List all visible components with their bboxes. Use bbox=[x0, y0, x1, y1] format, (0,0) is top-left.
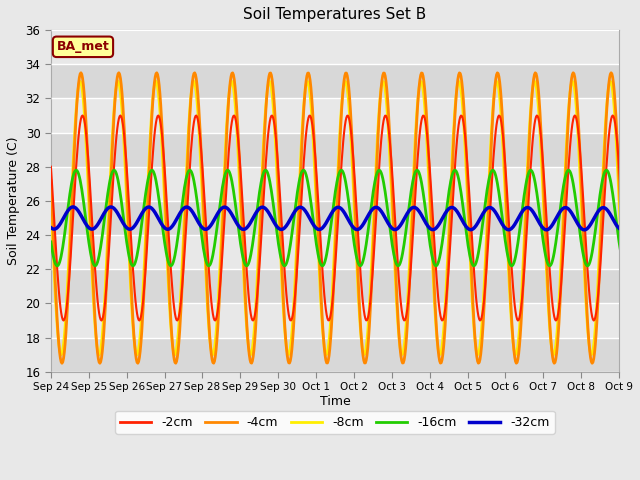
Bar bbox=[51, 303, 619, 337]
-4cm bbox=[418, 70, 426, 76]
-8cm bbox=[119, 120, 127, 126]
-4cm bbox=[58, 360, 66, 366]
-2cm bbox=[230, 113, 238, 119]
Bar bbox=[51, 98, 619, 132]
-16cm bbox=[418, 180, 426, 185]
-16cm bbox=[284, 258, 291, 264]
-32cm bbox=[284, 222, 291, 228]
-16cm bbox=[230, 193, 238, 199]
Bar bbox=[51, 30, 619, 64]
-8cm bbox=[47, 197, 55, 203]
Bar bbox=[51, 64, 619, 98]
Line: -4cm: -4cm bbox=[51, 73, 640, 363]
Line: -8cm: -8cm bbox=[51, 81, 640, 355]
-2cm bbox=[284, 300, 291, 305]
-4cm bbox=[260, 137, 268, 143]
-8cm bbox=[260, 127, 268, 133]
Line: -32cm: -32cm bbox=[51, 207, 640, 230]
-16cm bbox=[452, 168, 460, 173]
-8cm bbox=[452, 100, 460, 106]
-4cm bbox=[47, 178, 55, 183]
-32cm bbox=[119, 220, 127, 226]
-4cm bbox=[284, 352, 291, 358]
Bar bbox=[51, 132, 619, 167]
-8cm bbox=[58, 352, 65, 358]
Bar bbox=[51, 337, 619, 372]
-8cm bbox=[284, 349, 291, 355]
-4cm bbox=[230, 76, 238, 82]
-32cm bbox=[618, 227, 626, 233]
Bar bbox=[51, 269, 619, 303]
-16cm bbox=[260, 168, 268, 174]
-8cm bbox=[230, 91, 238, 97]
-32cm bbox=[69, 204, 77, 210]
-16cm bbox=[47, 239, 55, 245]
-2cm bbox=[418, 118, 426, 123]
Bar bbox=[51, 235, 619, 269]
Line: -16cm: -16cm bbox=[51, 170, 640, 266]
-32cm bbox=[230, 216, 238, 222]
-32cm bbox=[47, 225, 55, 230]
-4cm bbox=[119, 101, 127, 107]
-2cm bbox=[119, 121, 127, 127]
Line: -2cm: -2cm bbox=[51, 116, 640, 321]
Legend: -2cm, -4cm, -8cm, -16cm, -32cm: -2cm, -4cm, -8cm, -16cm, -32cm bbox=[115, 411, 555, 434]
-32cm bbox=[452, 206, 460, 212]
-2cm bbox=[60, 318, 67, 324]
-16cm bbox=[119, 210, 127, 216]
X-axis label: Time: Time bbox=[319, 395, 350, 408]
-2cm bbox=[452, 156, 460, 162]
Title: Soil Temperatures Set B: Soil Temperatures Set B bbox=[243, 7, 427, 22]
-32cm bbox=[418, 212, 426, 218]
-16cm bbox=[53, 263, 61, 269]
-32cm bbox=[260, 205, 268, 211]
Bar bbox=[51, 201, 619, 235]
-2cm bbox=[260, 184, 268, 190]
Bar bbox=[51, 167, 619, 201]
-8cm bbox=[418, 79, 426, 84]
Text: BA_met: BA_met bbox=[56, 40, 109, 53]
Y-axis label: Soil Temperature (C): Soil Temperature (C) bbox=[7, 137, 20, 265]
-4cm bbox=[452, 104, 460, 109]
-2cm bbox=[47, 164, 55, 169]
